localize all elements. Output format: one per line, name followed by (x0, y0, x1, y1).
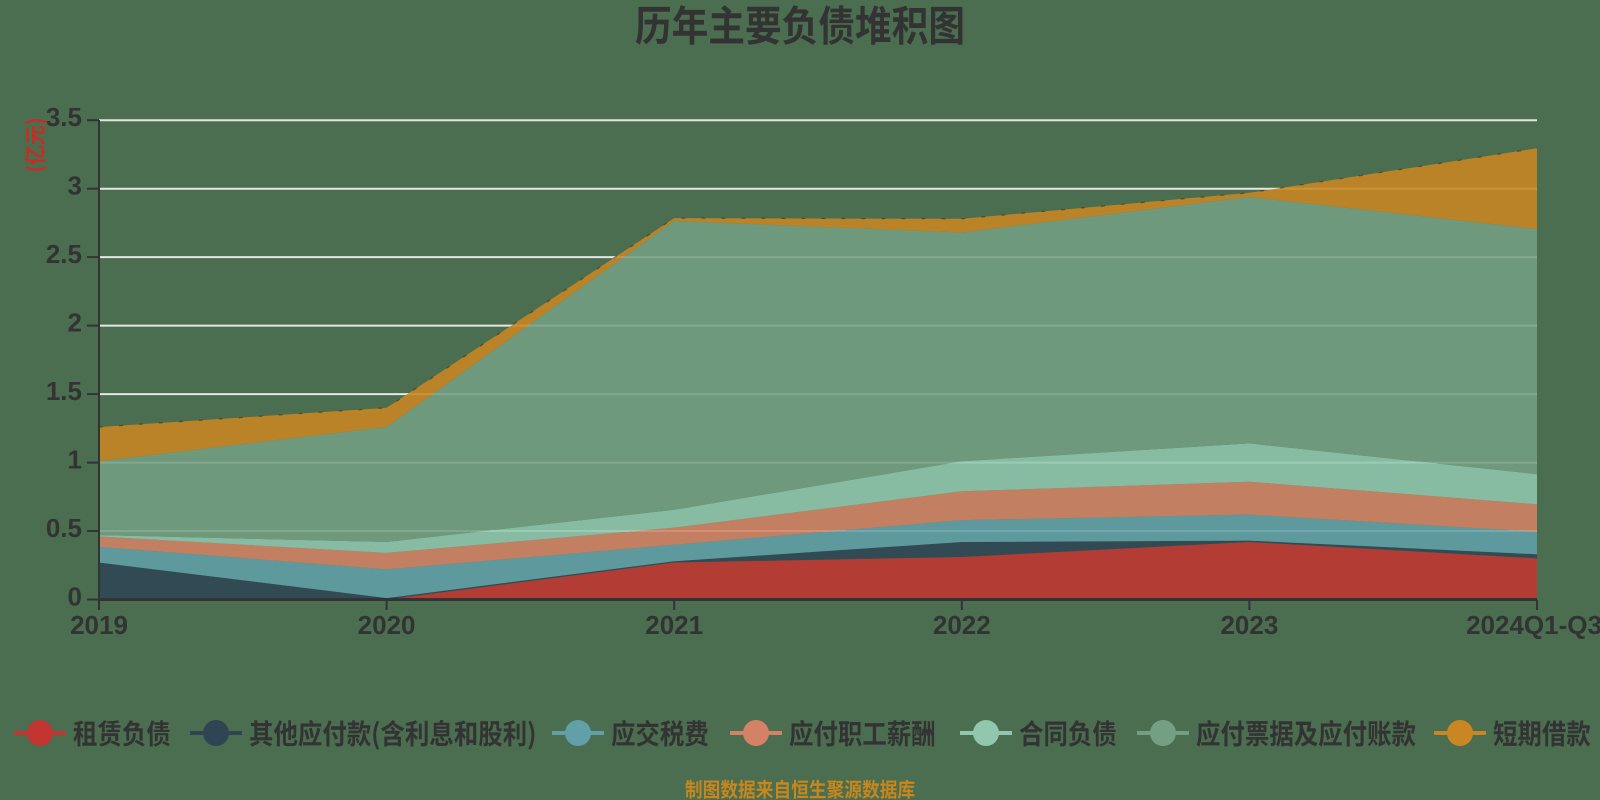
svg-text:0.5: 0.5 (46, 513, 82, 543)
svg-text:0: 0 (68, 582, 82, 612)
svg-text:3.5: 3.5 (46, 102, 82, 132)
svg-text:2023: 2023 (1220, 610, 1278, 640)
svg-text:2: 2 (68, 308, 82, 338)
svg-text:2.5: 2.5 (46, 239, 82, 269)
svg-text:3: 3 (68, 171, 82, 201)
svg-text:1: 1 (68, 445, 82, 475)
svg-text:2024Q1-Q3: 2024Q1-Q3 (1466, 610, 1600, 640)
svg-text:1.5: 1.5 (46, 376, 82, 406)
svg-text:2019: 2019 (70, 610, 128, 640)
svg-text:2020: 2020 (358, 610, 416, 640)
svg-text:2021: 2021 (645, 610, 703, 640)
svg-text:2022: 2022 (933, 610, 991, 640)
